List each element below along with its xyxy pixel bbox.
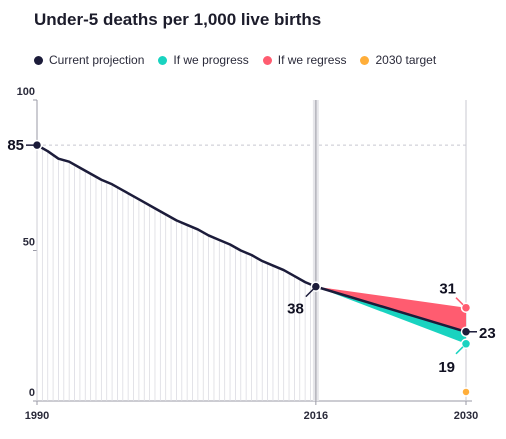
leader-19 xyxy=(455,346,464,355)
y-tick-label: 0 xyxy=(29,387,35,399)
x-tick-label: 2030 xyxy=(454,410,478,422)
legend-item-2030-target: 2030 target xyxy=(360,53,436,67)
x-tick-label: 1990 xyxy=(25,410,49,422)
legend-item-current-projection: Current projection xyxy=(34,53,144,67)
legend: Current projection If we progress If we … xyxy=(34,52,450,68)
annotation-38: 38 xyxy=(287,301,304,318)
legend-swatch-2030-target xyxy=(360,55,370,65)
legend-label-current-projection: Current projection xyxy=(49,53,145,67)
annotation-23: 23 xyxy=(479,325,496,342)
legend-label-if-we-progress: If we progress xyxy=(173,53,249,67)
progress-area xyxy=(315,286,466,344)
series-line-current-projection xyxy=(35,143,468,334)
y-tick-label: 100 xyxy=(17,86,35,98)
x-tick-label: 2016 xyxy=(304,410,328,422)
legend-label-if-we-regress: If we regress xyxy=(277,53,347,67)
annotation-31: 31 xyxy=(439,281,456,298)
point-if-we-progress xyxy=(460,338,472,350)
point-2030-target xyxy=(461,387,471,397)
leader-38 xyxy=(305,288,315,298)
annotation-85: 85 xyxy=(7,137,24,154)
legend-swatch-current-projection xyxy=(34,55,43,65)
legend-item-if-we-progress: If we progress xyxy=(158,53,249,67)
legend-swatch-if-we-regress xyxy=(262,55,272,65)
point-if-we-regress xyxy=(460,302,472,313)
y-tick-label: 50 xyxy=(23,237,35,249)
chart-title: Under-5 deaths per 1,000 live births xyxy=(34,10,322,29)
legend-swatch-if-we-progress xyxy=(158,55,168,65)
annotation-19: 19 xyxy=(438,359,455,376)
legend-label-2030-target: 2030 target xyxy=(375,53,437,67)
leader-31 xyxy=(455,297,464,306)
legend-item-if-we-regress: If we regress xyxy=(262,53,347,67)
